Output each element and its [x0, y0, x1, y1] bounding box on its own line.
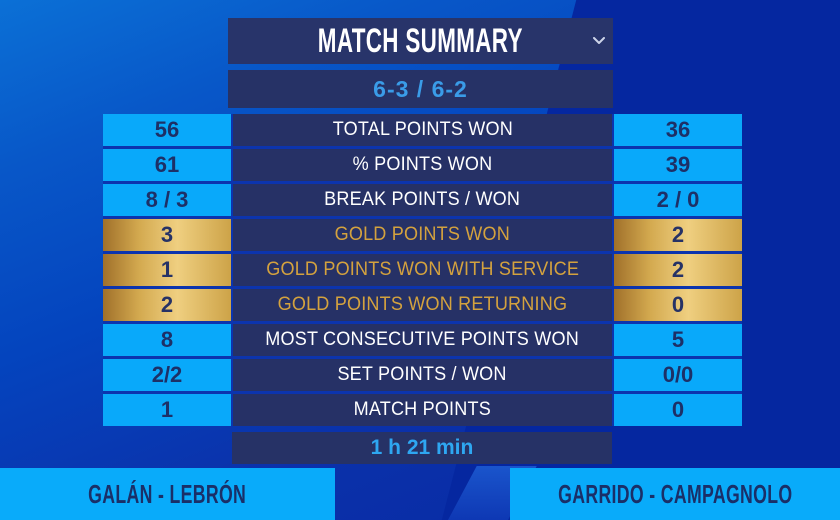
stat-label: SET POINTS / WON [337, 364, 508, 385]
stat-label-cell: % POINTS WON [233, 149, 612, 181]
team2-value-cell: 2 / 0 [614, 184, 742, 216]
team2-value-cell: 2 [614, 219, 742, 251]
team1-value-cell: 8 [103, 324, 231, 356]
team2-name: GARRIDO - CAMPAGNOLO [557, 478, 793, 509]
team1-name-bar: GALÁN - LEBRÓN [0, 468, 335, 520]
set-score-bar: 6-3 / 6-2 [228, 70, 613, 108]
team2-value-cell: 39 [614, 149, 742, 181]
team1-name: GALÁN - LEBRÓN [88, 478, 247, 509]
team2-value-cell: 0/0 [614, 359, 742, 391]
page-title: MATCH SUMMARY [318, 21, 523, 60]
match-summary-dropdown[interactable]: MATCH SUMMARY [228, 18, 613, 64]
stat-label-cell: GOLD POINTS WON WITH SERVICE [233, 254, 612, 286]
stats-table: 56 TOTAL POINTS WON 36 61 % POINTS WON 3… [103, 114, 742, 426]
stat-label-cell: MOST CONSECUTIVE POINTS WON [233, 324, 612, 356]
stat-label-cell: GOLD POINTS WON [233, 219, 612, 251]
team1-value-cell: 56 [103, 114, 231, 146]
stat-label-cell: GOLD POINTS WON RETURNING [233, 289, 612, 321]
team1-value-cell: 1 [103, 254, 231, 286]
stat-label: % POINTS WON [352, 154, 493, 175]
set-score: 6-3 / 6-2 [373, 75, 468, 102]
stat-label: BREAK POINTS / WON [324, 189, 521, 210]
team1-value-cell: 3 [103, 219, 231, 251]
team2-value-cell: 36 [614, 114, 742, 146]
team1-value-cell: 1 [103, 394, 231, 426]
team2-name-bar: GARRIDO - CAMPAGNOLO [510, 468, 840, 520]
team2-value-cell: 0 [614, 289, 742, 321]
match-duration: 1 h 21 min [370, 436, 474, 459]
stat-label: MOST CONSECUTIVE POINTS WON [265, 329, 580, 350]
stat-label: GOLD POINTS WON RETURNING [277, 294, 568, 315]
stat-label: TOTAL POINTS WON [332, 119, 513, 140]
stat-label: GOLD POINTS WON [334, 224, 511, 245]
team1-value-cell: 2 [103, 289, 231, 321]
chevron-down-icon[interactable] [591, 33, 607, 49]
team2-value-cell: 5 [614, 324, 742, 356]
match-duration-bar: 1 h 21 min [232, 432, 612, 464]
team1-value-cell: 61 [103, 149, 231, 181]
stat-label-cell: SET POINTS / WON [233, 359, 612, 391]
team2-value-cell: 0 [614, 394, 742, 426]
stat-label-cell: TOTAL POINTS WON [233, 114, 612, 146]
team2-value-cell: 2 [614, 254, 742, 286]
team1-value-cell: 8 / 3 [103, 184, 231, 216]
stat-label-cell: BREAK POINTS / WON [233, 184, 612, 216]
stat-label-cell: MATCH POINTS [233, 394, 612, 426]
stat-label: MATCH POINTS [353, 399, 492, 420]
team1-value-cell: 2/2 [103, 359, 231, 391]
stat-label: GOLD POINTS WON WITH SERVICE [266, 259, 579, 280]
